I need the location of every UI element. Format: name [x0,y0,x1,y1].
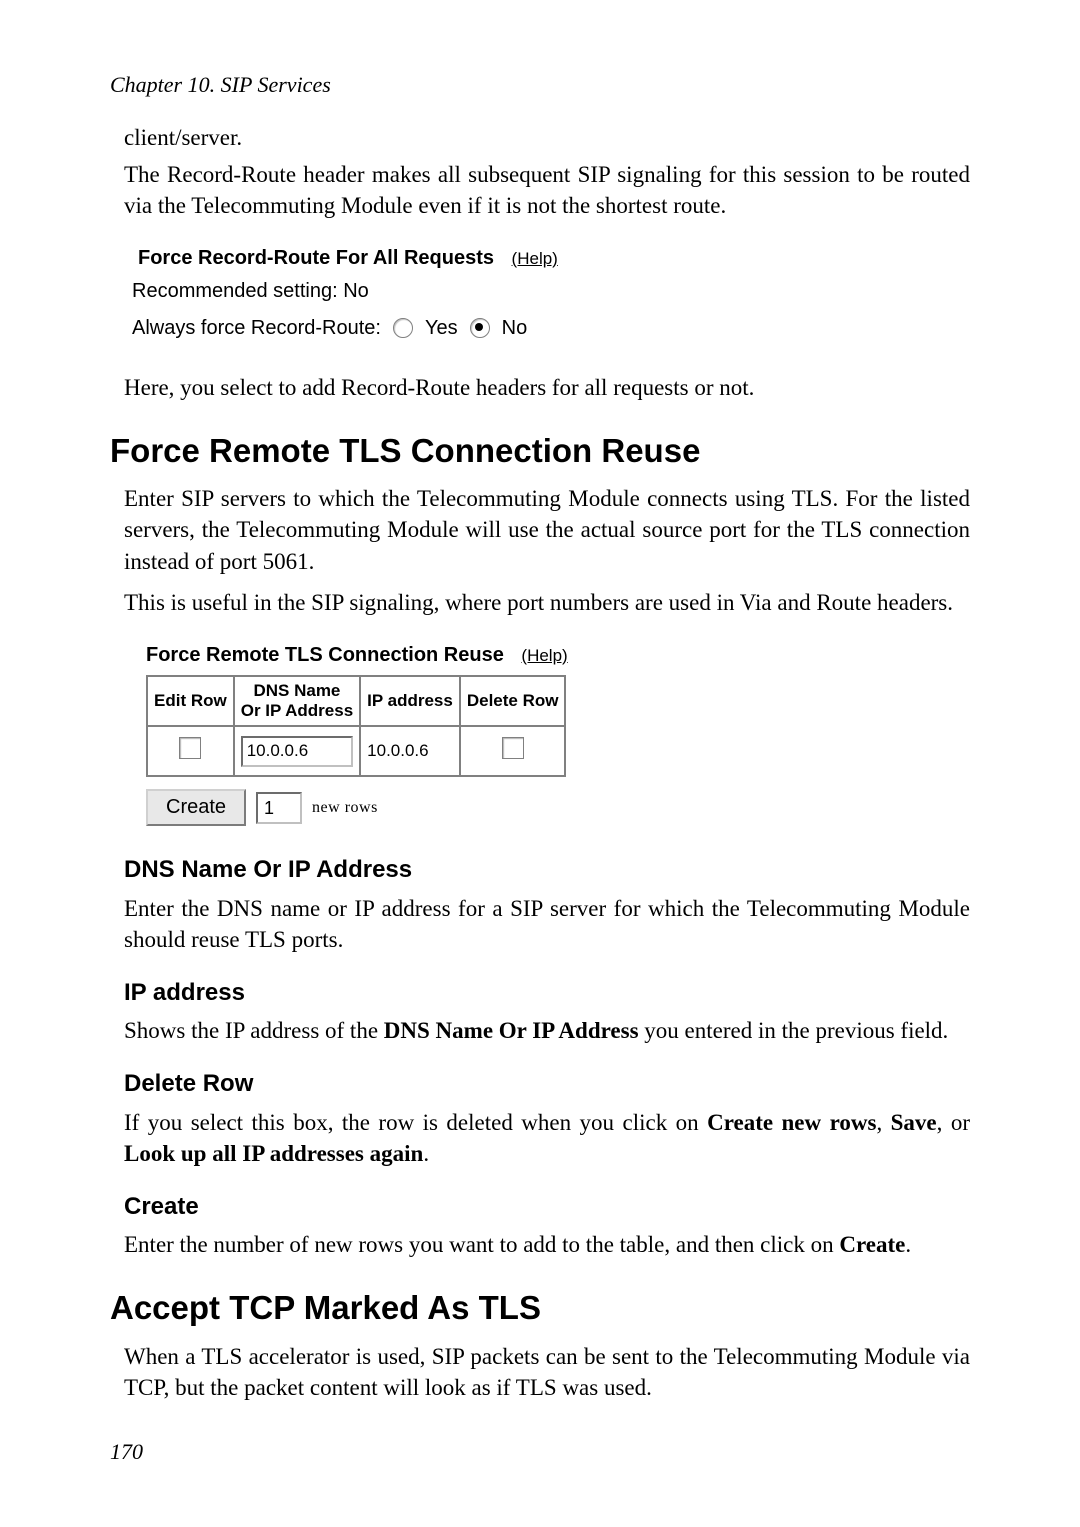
sub-del-after: . [423,1141,429,1166]
sub-delete-p: If you select this box, the row is delet… [124,1107,970,1169]
sub-ip-bold: DNS Name Or IP Address [384,1018,639,1043]
section-accept-tcp: Accept TCP Marked As TLS [110,1286,970,1331]
sub-del-m1: , [876,1110,890,1135]
section-force-remote-tls: Force Remote TLS Connection Reuse [110,429,970,474]
sub-del-b1: Create new rows [707,1110,876,1135]
radio-label: Always force Record-Route: [132,315,381,342]
panel2-title: Force Remote TLS Connection Reuse [146,644,504,666]
dns-input[interactable]: 10.0.0.6 [241,736,353,767]
after-ui1-text: Here, you select to add Record-Route hea… [124,372,970,403]
sec2-p: When a TLS accelerator is used, SIP pack… [124,1341,970,1403]
ip-cell: 10.0.0.6 [360,726,460,776]
sub-create-b1: Create [839,1232,905,1257]
help-link-2[interactable]: (Help) [521,646,567,665]
sub-del-m2: , or [937,1110,970,1135]
sub-ip-title: IP address [124,977,970,1009]
col-ip: IP address [360,676,460,727]
intro-para: The Record-Route header makes all subseq… [124,159,970,221]
sec1-p2: This is useful in the SIP signaling, whe… [124,587,970,618]
sub-ip-after: you entered in the previous field. [639,1018,949,1043]
sub-dns-p: Enter the DNS name or IP address for a S… [124,893,970,955]
sub-delete-title: Delete Row [124,1068,970,1100]
force-record-route-panel: Force Record-Route For All Requests (Hel… [124,237,700,358]
new-rows-label: new rows [312,797,378,819]
sub-dns-title: DNS Name Or IP Address [124,854,970,886]
sub-del-b2: Save [891,1110,937,1135]
col-edit: Edit Row [147,676,234,727]
col-dns: DNS Name Or IP Address [234,676,360,727]
sub-ip-before: Shows the IP address of the [124,1018,384,1043]
tls-reuse-panel: Force Remote TLS Connection Reuse (Help)… [124,636,666,833]
radio-yes[interactable] [393,318,413,338]
tls-table: Edit Row DNS Name Or IP Address IP addre… [146,675,566,778]
create-button[interactable]: Create [146,789,246,826]
sub-create-p: Enter the number of new rows you want to… [124,1229,970,1260]
radio-yes-label: Yes [425,315,458,342]
sub-create-title: Create [124,1191,970,1223]
radio-no[interactable] [470,318,490,338]
sub-create-after: . [905,1232,911,1257]
recommended-setting: Recommended setting: No [132,278,692,305]
col-dns-l1: DNS Name [253,681,340,700]
radio-no-label: No [502,315,528,342]
edit-checkbox[interactable] [179,737,201,759]
panel-title: Force Record-Route For All Requests [138,247,494,269]
sub-del-before: If you select this box, the row is delet… [124,1110,707,1135]
sec1-p1: Enter SIP servers to which the Telecommu… [124,483,970,576]
create-count-input[interactable]: 1 [256,792,302,824]
col-dns-l2: Or IP Address [241,701,353,720]
chapter-heading: Chapter 10. SIP Services [110,70,970,100]
help-link[interactable]: (Help) [512,249,558,268]
page-number: 170 [110,1437,143,1467]
sub-ip-p: Shows the IP address of the DNS Name Or … [124,1015,970,1046]
intro-line: client/server. [124,122,970,153]
delete-checkbox[interactable] [502,737,524,759]
table-row: 10.0.0.6 10.0.0.6 [147,726,565,776]
sub-del-b3: Look up all IP addresses again [124,1141,423,1166]
sub-create-before: Enter the number of new rows you want to… [124,1232,839,1257]
col-delete: Delete Row [460,676,566,727]
